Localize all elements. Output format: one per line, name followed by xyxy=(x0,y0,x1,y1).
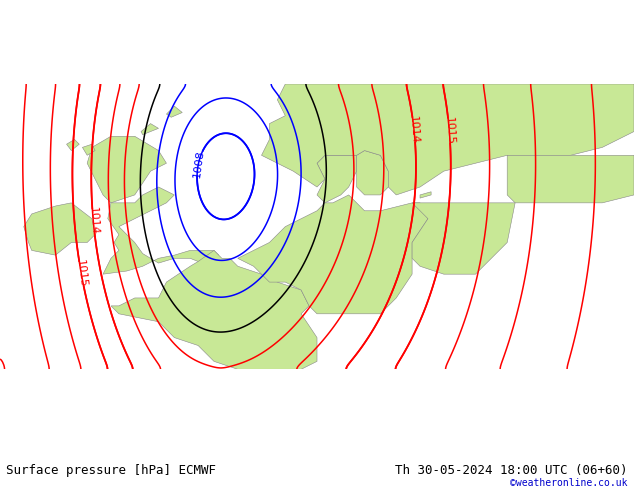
Polygon shape xyxy=(87,136,166,203)
Polygon shape xyxy=(82,144,95,155)
Polygon shape xyxy=(356,150,388,195)
Polygon shape xyxy=(111,250,317,369)
Text: 1015: 1015 xyxy=(75,259,88,288)
Polygon shape xyxy=(317,155,356,203)
Text: 1014: 1014 xyxy=(408,115,420,144)
Text: 1008: 1008 xyxy=(191,149,205,178)
Text: Th 30-05-2024 18:00 UTC (06+60): Th 30-05-2024 18:00 UTC (06+60) xyxy=(395,465,628,477)
Polygon shape xyxy=(67,140,79,150)
Polygon shape xyxy=(141,123,158,135)
Text: 1014: 1014 xyxy=(87,207,99,236)
Text: Surface pressure [hPa] ECMWF: Surface pressure [hPa] ECMWF xyxy=(6,465,216,477)
Polygon shape xyxy=(412,203,515,274)
Polygon shape xyxy=(24,203,95,255)
Text: ©weatheronline.co.uk: ©weatheronline.co.uk xyxy=(510,478,628,488)
Text: 1015: 1015 xyxy=(444,116,455,145)
Polygon shape xyxy=(238,195,428,314)
Polygon shape xyxy=(420,192,431,198)
Polygon shape xyxy=(507,155,634,203)
Polygon shape xyxy=(262,84,634,195)
Polygon shape xyxy=(166,106,183,117)
Polygon shape xyxy=(103,187,219,274)
